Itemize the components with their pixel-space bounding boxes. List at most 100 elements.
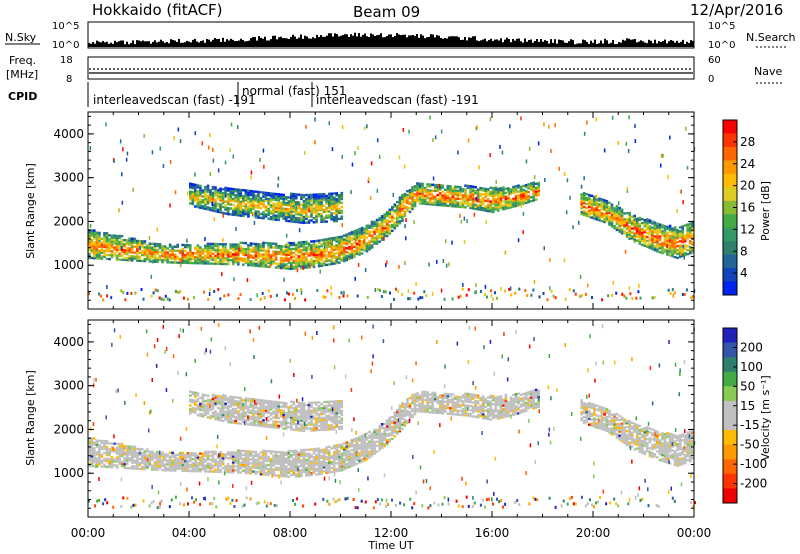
- nsky-bar: [344, 34, 346, 47]
- echo-cell: [363, 235, 366, 238]
- echo-cell: [363, 453, 366, 456]
- echo-cell: [262, 201, 265, 204]
- echo-cell: [247, 458, 250, 461]
- noise-cell: [304, 298, 307, 302]
- echo-cell: [320, 258, 323, 262]
- echo-cell: [242, 241, 245, 245]
- echo-cell: [671, 239, 674, 242]
- echo-cell: [216, 188, 220, 192]
- echo-cell: [358, 249, 361, 252]
- echo-cell: [310, 471, 313, 475]
- echo-cell: [125, 457, 129, 460]
- echo-cell: [353, 251, 356, 255]
- echo-cell: [524, 189, 528, 193]
- noise-cell: [368, 177, 370, 181]
- noise-cell: [572, 289, 575, 293]
- echo-cell: [90, 243, 94, 246]
- nsky-bar: [644, 42, 646, 47]
- echo-cell: [646, 239, 649, 243]
- nsky-bar: [340, 35, 342, 47]
- echo-cell: [588, 205, 591, 209]
- echo-cell: [332, 262, 336, 265]
- echo-cell: [277, 454, 280, 458]
- echo-cell: [668, 234, 672, 237]
- freq-label-line1: Freq.: [9, 54, 36, 67]
- noise-cell: [648, 240, 650, 245]
- echo-cell: [368, 436, 371, 439]
- echo-cell: [95, 241, 99, 244]
- echo-cell: [378, 440, 381, 444]
- echo-cell: [396, 216, 399, 220]
- echo-cell: [295, 463, 298, 466]
- echo-cell: [350, 231, 354, 234]
- noise-cell: [259, 158, 261, 162]
- echo-cell: [141, 454, 144, 457]
- echo-cell: [689, 222, 692, 225]
- echo-cell: [469, 195, 472, 198]
- nsky-bar: [498, 40, 500, 47]
- nsky-bar: [106, 41, 108, 47]
- echo-cell: [269, 469, 273, 473]
- echo-cell: [651, 230, 654, 233]
- echo-cell: [345, 443, 349, 446]
- echo-cell: [274, 252, 278, 255]
- echo-cell: [373, 228, 376, 231]
- echo-cell: [358, 227, 361, 231]
- echo-cell: [229, 467, 232, 470]
- noise-cell: [239, 192, 241, 197]
- echo-cell: [184, 253, 187, 257]
- noise-cell: [442, 259, 445, 263]
- echo-cell: [118, 240, 121, 244]
- echo-cell: [257, 256, 260, 260]
- echo-cell: [582, 202, 586, 205]
- echo-cell: [312, 217, 316, 220]
- echo-cell: [335, 452, 338, 455]
- echo-cell: [638, 222, 642, 226]
- echo-cell: [338, 253, 341, 256]
- echo-cell: [249, 450, 253, 453]
- echo-cell: [290, 208, 293, 211]
- nsky-bar: [406, 37, 408, 47]
- echo-cell: [681, 227, 684, 230]
- echo-cell: [204, 254, 207, 257]
- nsky-bar: [408, 35, 410, 47]
- echo-cell: [148, 458, 152, 461]
- echo-cell: [363, 439, 366, 442]
- noise-cell: [432, 138, 434, 142]
- echo-cell: [454, 197, 457, 200]
- echo-cell: [492, 208, 495, 212]
- echo-cell: [658, 250, 662, 254]
- echo-cell: [279, 451, 283, 454]
- echo-cell: [509, 200, 513, 203]
- noise-cell: [182, 296, 185, 300]
- echo-cell: [166, 467, 169, 470]
- echo-cell: [95, 257, 99, 260]
- echo-cell: [194, 187, 197, 190]
- noise-cell: [203, 290, 206, 294]
- echo-cell: [335, 248, 338, 251]
- nsky-bar: [656, 43, 658, 47]
- echo-cell: [269, 471, 273, 475]
- echo-cell: [322, 458, 326, 461]
- echo-cell: [262, 191, 265, 194]
- echo-cell: [476, 190, 480, 193]
- echo-cell: [340, 247, 344, 250]
- echo-cell: [368, 224, 371, 227]
- noise-cell: [298, 228, 301, 233]
- echo-cell: [242, 457, 245, 461]
- echo-cell: [663, 232, 667, 236]
- echo-cell: [454, 185, 457, 188]
- echo-cell: [300, 207, 303, 210]
- echo-cell: [300, 470, 303, 474]
- echo-cell: [502, 190, 505, 193]
- echo-cell: [90, 233, 94, 236]
- echo-cell: [239, 241, 243, 244]
- echo-cell: [340, 193, 344, 197]
- noise-cell: [194, 131, 196, 136]
- echo-cell: [267, 457, 270, 461]
- echo-cell: [317, 241, 321, 244]
- nsky-bar: [294, 36, 296, 47]
- nsky-bar: [254, 37, 256, 47]
- echo-cell: [391, 219, 394, 223]
- echo-cell: [451, 193, 455, 196]
